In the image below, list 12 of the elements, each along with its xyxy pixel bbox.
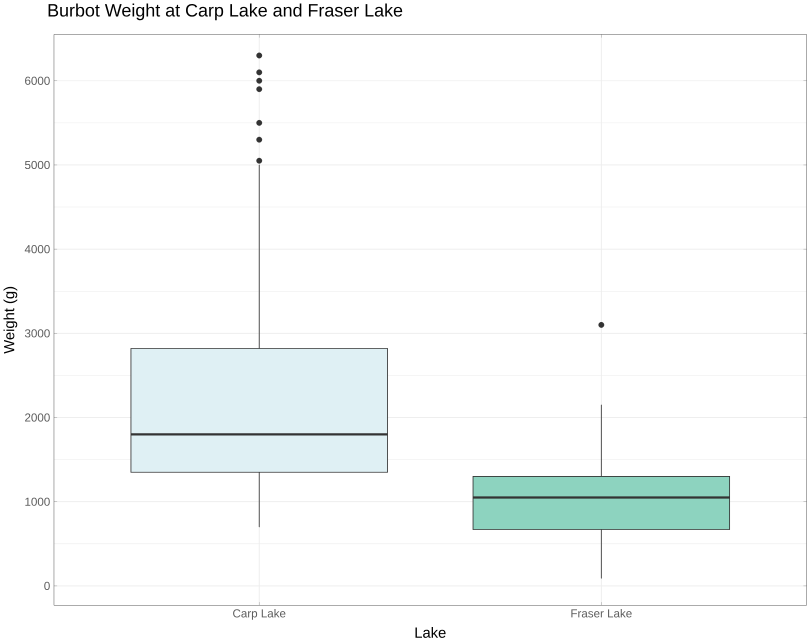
x-axis-title: Lake xyxy=(416,626,446,638)
y-tick-label: 0 xyxy=(44,582,50,590)
y-axis-title: Weight (g) xyxy=(4,286,18,354)
chart-title: Burbot Weight at Carp Lake and Fraser Lake xyxy=(48,3,402,20)
y-tick-label: 1000 xyxy=(25,497,50,506)
x-tick-label: Carp Lake xyxy=(233,608,286,620)
y-tick-label: 3000 xyxy=(24,329,50,338)
y-tick-label: 5000 xyxy=(24,160,50,169)
y-tick-label: 4000 xyxy=(24,244,50,254)
x-tick-label: Fraser Lake xyxy=(571,608,632,618)
y-tick-label: 2000 xyxy=(25,413,50,422)
y-tick-label: 6000 xyxy=(25,76,50,85)
